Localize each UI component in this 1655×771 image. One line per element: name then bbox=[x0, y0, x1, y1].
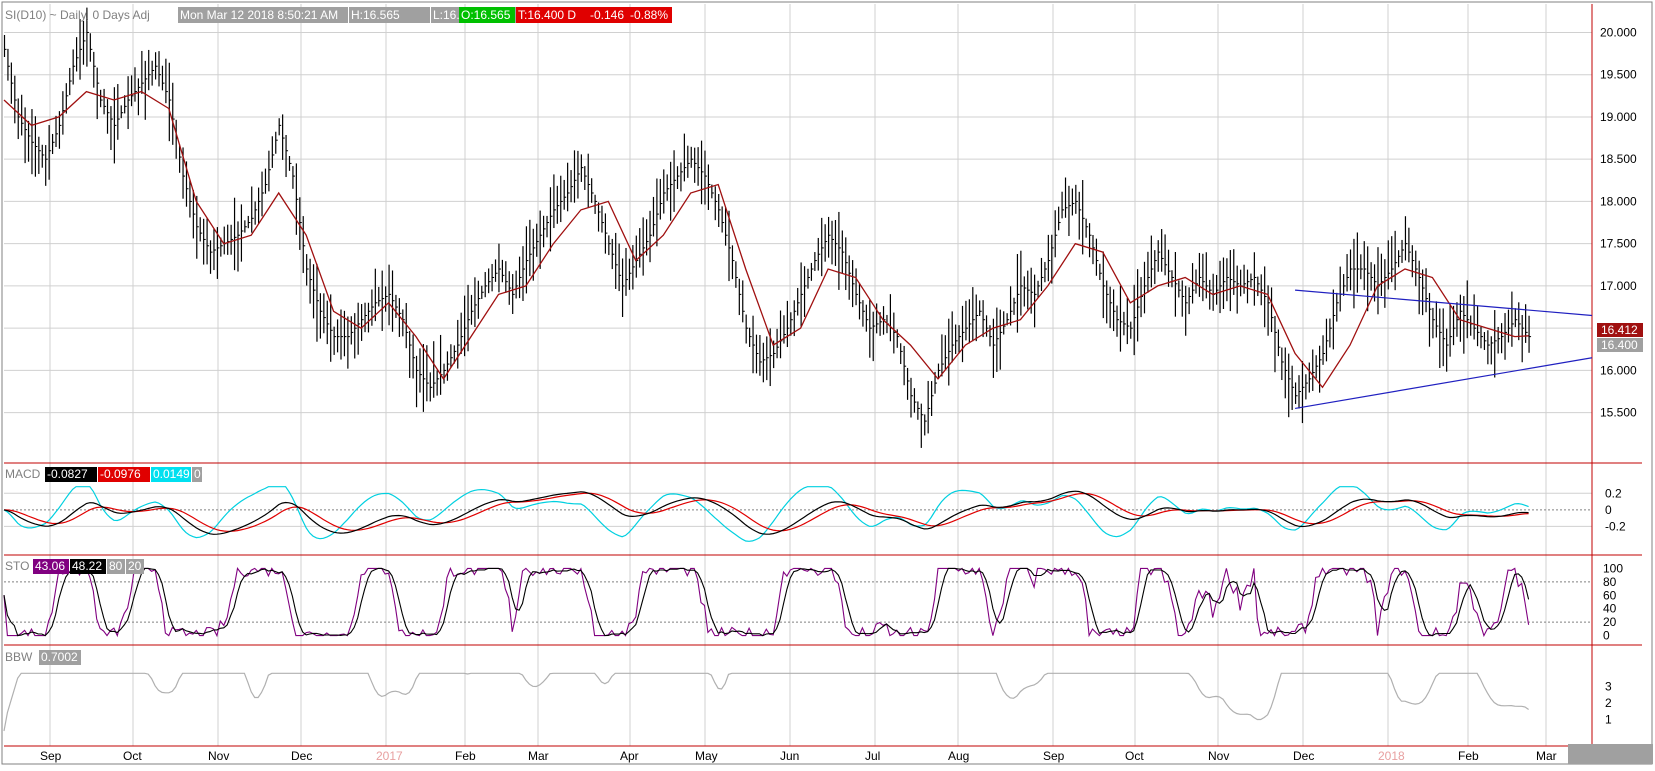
datetime-badge: Mon Mar 12 2018 8:50:21 AM bbox=[180, 8, 338, 22]
trendline-upper bbox=[1295, 289, 1593, 317]
macd-value: -0.0827 bbox=[47, 467, 88, 481]
sto-k-value: 43.06 bbox=[35, 559, 65, 573]
macd-y-tick: -0.2 bbox=[1605, 519, 1626, 533]
price-y-tick: 20.000 bbox=[1600, 25, 1637, 39]
price-y-tick: 18.500 bbox=[1600, 152, 1637, 166]
x-tick-label: Nov bbox=[208, 749, 229, 763]
moving-average-line bbox=[3, 90, 1529, 389]
macd-y-tick: 0.2 bbox=[1605, 486, 1622, 500]
macd-hist-value: 0.0149 bbox=[153, 467, 190, 481]
last-badge: T:16.400 D bbox=[518, 8, 576, 22]
price-y-tick: 15.500 bbox=[1600, 406, 1637, 420]
sto-y-tick: 40 bbox=[1603, 602, 1617, 616]
macd-histogram-line bbox=[3, 486, 1529, 542]
sto-y-tick: 80 bbox=[1603, 575, 1617, 589]
sto-y-tick: 0 bbox=[1603, 629, 1610, 643]
x-tick-label: Dec bbox=[291, 749, 312, 763]
macd-y-tick: 0 bbox=[1605, 503, 1612, 517]
price-y-tick: 17.500 bbox=[1600, 237, 1637, 251]
macd-signal-value: -0.0976 bbox=[100, 467, 141, 481]
x-tick-label: Jun bbox=[780, 749, 799, 763]
bbw-y-tick: 1 bbox=[1605, 713, 1612, 727]
price-y-tick: 19.000 bbox=[1600, 110, 1637, 124]
scroll-handle[interactable] bbox=[1568, 744, 1653, 764]
sto-y-tick: 20 bbox=[1603, 615, 1617, 629]
macd-line bbox=[3, 490, 1529, 535]
trendline-lower bbox=[1294, 357, 1593, 410]
x-tick-label: Oct bbox=[123, 749, 142, 763]
sto-y-tick: 60 bbox=[1603, 588, 1617, 602]
open-badge: O:16.565 bbox=[461, 8, 511, 22]
macd-signal-line bbox=[3, 492, 1529, 532]
change-value: -0.146 bbox=[590, 8, 624, 22]
x-tick-label: Feb bbox=[455, 749, 476, 763]
x-tick-label: Mar bbox=[528, 749, 549, 763]
bbw-line bbox=[3, 672, 1529, 732]
x-tick-label: Jul bbox=[865, 749, 880, 763]
price-y-tick: 19.500 bbox=[1600, 68, 1637, 82]
x-tick-label: May bbox=[695, 749, 718, 763]
sto-d-value: 48.22 bbox=[72, 559, 102, 573]
x-tick-label: 2017 bbox=[376, 749, 403, 763]
x-tick-label: Aug bbox=[948, 749, 969, 763]
sto-label: STO bbox=[5, 559, 29, 573]
change-percent: -0.88% bbox=[630, 8, 668, 22]
price-last-tag: 16.400 bbox=[1601, 338, 1638, 352]
x-tick-label: Feb bbox=[1458, 749, 1479, 763]
x-tick-label: Mar bbox=[1536, 749, 1557, 763]
x-tick-label: Sep bbox=[40, 749, 62, 763]
price-y-tick: 17.000 bbox=[1600, 279, 1637, 293]
price-y-tick: 18.000 bbox=[1600, 194, 1637, 208]
sto-lower-value: 20 bbox=[128, 559, 142, 573]
x-tick-label: Nov bbox=[1208, 749, 1229, 763]
x-tick-label: 2018 bbox=[1378, 749, 1405, 763]
bbw-value: 0.7002 bbox=[41, 650, 78, 664]
bbw-y-tick: 2 bbox=[1605, 696, 1612, 710]
x-tick-label: Sep bbox=[1043, 749, 1065, 763]
sto-d-line bbox=[3, 567, 1530, 637]
macd-label: MACD bbox=[5, 467, 41, 481]
x-tick-label: Dec bbox=[1293, 749, 1314, 763]
x-tick-label: Apr bbox=[620, 749, 639, 763]
sto-upper-value: 80 bbox=[109, 559, 123, 573]
price-y-tick: 16.000 bbox=[1600, 363, 1637, 377]
x-tick-label: Oct bbox=[1125, 749, 1144, 763]
bbw-label: BBW bbox=[5, 650, 33, 664]
symbol-title: SI(D10) ~ Daily, 0 Days Adj bbox=[5, 8, 150, 22]
chart-header: SI(D10) ~ Daily, 0 Days Adj Mon Mar 12 2… bbox=[5, 7, 672, 23]
macd-zero-value: 0 bbox=[194, 467, 201, 481]
ma-last-tag: 16.412 bbox=[1601, 323, 1638, 337]
bbw-y-tick: 3 bbox=[1605, 680, 1612, 694]
high-badge: H:16.565 bbox=[351, 8, 400, 22]
sto-y-tick: 100 bbox=[1603, 561, 1623, 575]
